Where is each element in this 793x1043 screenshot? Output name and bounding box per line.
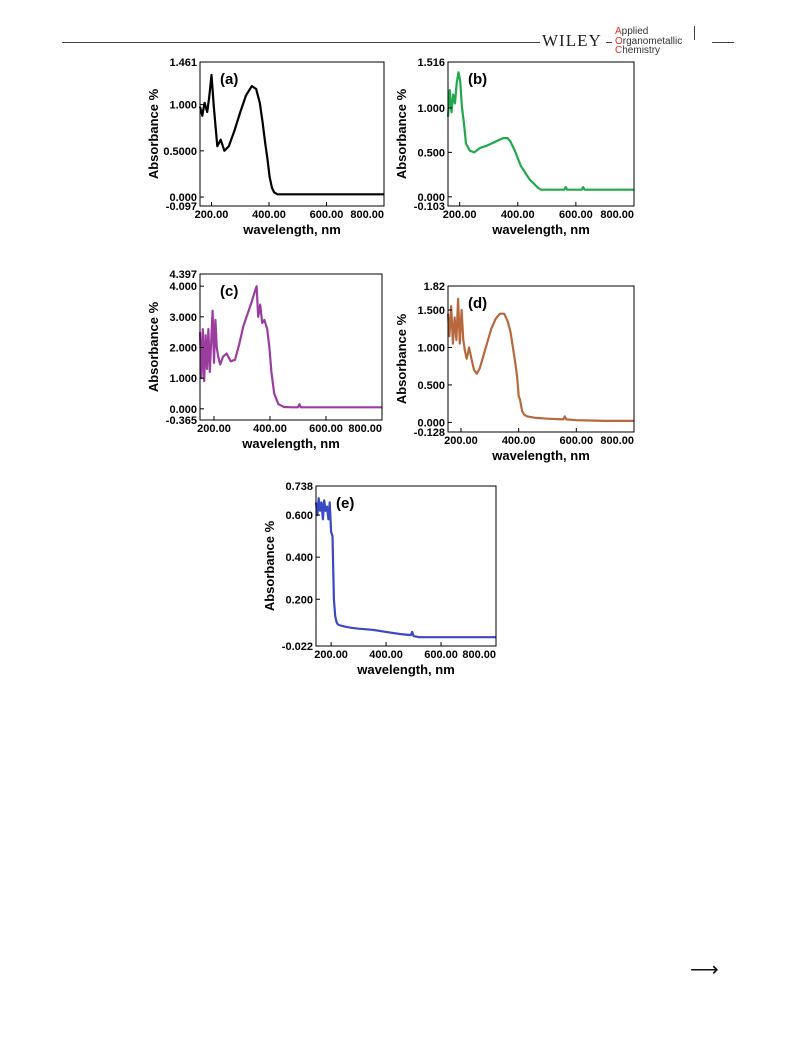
chart-c-xtick-label: 600.00 [309, 423, 343, 435]
chart-c: -0.365 0.000 1.000 2.000 3.000 4.000 4.397 200.… [146, 269, 384, 454]
chart-d-ytick-label: 1.500 [417, 305, 445, 317]
chart-e-xtick-label: 400.00 [369, 649, 403, 661]
header-rule-dash [606, 42, 612, 43]
header-rule-left [62, 42, 540, 43]
chart-a-frame [199, 61, 385, 207]
chart-b-xtick-label: 600.00 [559, 209, 593, 221]
chart-e-xtick-label: 600.00 [424, 649, 458, 661]
chart-a-panel-label: (a) [220, 71, 238, 88]
chart-d-ytick-label: 0.000 [417, 417, 445, 429]
journal-line-1: Applied [615, 26, 649, 37]
chart-e-xtick-label: 200.00 [314, 649, 348, 661]
chart-d: -0.128 0.000 0.500 1.000 1.500 1.82 200.00 400.… [394, 281, 636, 466]
chart-c-ylabel: Absorbance % [146, 301, 161, 392]
chart-d-ytick-label: 1.000 [417, 342, 445, 354]
chart-a-ytick-label: 0.5000 [163, 146, 197, 158]
header-rule-right [712, 42, 734, 43]
chart-c-ytick-label: 3.000 [169, 312, 197, 324]
chart-d-xlabel: wavelength, nm [491, 448, 590, 463]
chart-b-xlabel: wavelength, nm [491, 222, 590, 237]
chart-a-ytick-label: -0.097 [166, 201, 197, 213]
chart-e-ytick-label: 0.200 [285, 594, 313, 606]
chart-b-ytick-label: 0.500 [417, 147, 445, 159]
chart-c-xtick-label: 200.00 [197, 423, 231, 435]
chart-e-ytick-label: -0.022 [282, 641, 313, 653]
chart-a-xtick-label: 600.00 [310, 209, 344, 221]
chart-d-xtick-label: 600.00 [559, 435, 593, 447]
chart-a-xtick-label: 800.00 [350, 209, 384, 221]
chart-c-ytick-label: 4.397 [169, 269, 197, 281]
chart-b-ytick-label: -0.103 [414, 201, 445, 213]
chart-b-xtick-label: 400.00 [501, 209, 535, 221]
chart-e-ylabel: Absorbance % [262, 520, 277, 611]
chart-e-ytick-label: 0.738 [285, 481, 313, 493]
chart-e-frame [315, 485, 497, 647]
chart-d-ylabel: Absorbance % [394, 313, 409, 404]
chart-a: -0.097 0.000 0.5000 1.000 1.461 200.00 400.00 6… [146, 57, 386, 240]
chart-b-ytick-label: 1.516 [417, 57, 445, 69]
chart-e-xtick-label: 800.00 [462, 649, 496, 661]
chart-d-frame [447, 285, 635, 433]
chart-a-ytick-label: 0.000 [169, 192, 197, 204]
chart-b-series-line [446, 71, 634, 191]
chart-a-xtick-label: 400.00 [252, 209, 286, 221]
chart-b-panel-label: (b) [468, 71, 487, 88]
chart-b-ytick-label: 1.000 [417, 103, 445, 115]
chart-c-xtick-label: 400.00 [253, 423, 287, 435]
chart-d-series-line [446, 297, 634, 422]
chart-e-ytick-label: 0.400 [285, 552, 313, 564]
chart-e-series-line [314, 497, 496, 639]
chart-d-xtick-label: 200.00 [444, 435, 478, 447]
chart-b-frame [447, 61, 635, 207]
header-tick [694, 26, 695, 40]
chart-d-ytick-label: 1.82 [424, 281, 445, 293]
chart-a-series-line [198, 73, 384, 196]
publisher-logo: WILEY [542, 31, 602, 50]
journal-line-3: Chemistry [615, 45, 661, 56]
journal-line-2: Organometallic [615, 35, 683, 47]
chart-b-ytick-label: 0.000 [417, 192, 445, 204]
chart-e-ytick-label: 0.600 [285, 510, 313, 522]
chart-a-ytick-label: 1.461 [169, 57, 197, 69]
chart-c-ytick-label: -0.365 [166, 415, 197, 427]
chart-d-ytick-label: 0.500 [417, 380, 445, 392]
chart-e: -0.022 0.200 0.400 0.600 0.738 200.00 400.00 60… [262, 481, 498, 680]
chart-b: -0.103 0.000 0.500 1.000 1.516 200.00 400.00 60… [394, 57, 636, 240]
chart-c-xlabel: wavelength, nm [241, 436, 340, 451]
chart-a-xtick-label: 200.00 [195, 209, 229, 221]
chart-c-xtick-label: 800.00 [348, 423, 382, 435]
chart-b-xtick-label: 800.00 [600, 209, 634, 221]
next-page-arrow-icon[interactable]: ⟶ [690, 959, 719, 981]
chart-c-ytick-label: 0.000 [169, 404, 197, 416]
chart-d-ytick-label: -0.128 [414, 427, 445, 439]
chart-a-xlabel: wavelength, nm [242, 222, 341, 237]
chart-b-ylabel: Absorbance % [394, 88, 409, 179]
chart-c-series-line [198, 285, 382, 409]
journal-name: Applied Organometallic Chemistry [615, 27, 682, 56]
chart-b-xtick-label: 200.00 [443, 209, 477, 221]
chart-a-ytick-label: 1.000 [169, 100, 197, 112]
chart-e-panel-label: (e) [336, 495, 354, 512]
chart-d-panel-label: (d) [468, 295, 487, 312]
chart-d-xtick-label: 400.00 [502, 435, 536, 447]
chart-e-xlabel: wavelength, nm [356, 662, 455, 677]
chart-c-panel-label: (c) [220, 283, 238, 300]
chart-d-xtick-label: 800.00 [600, 435, 634, 447]
chart-c-ytick-label: 2.000 [169, 342, 197, 354]
chart-a-ylabel: Absorbance % [146, 88, 161, 179]
chart-c-ytick-label: 1.000 [169, 373, 197, 385]
chart-e-svg: -0.022 0.200 0.400 0.600 0.738 200.00 400.00 60… [262, 481, 497, 677]
chart-c-ytick-label: 4.000 [169, 281, 197, 293]
